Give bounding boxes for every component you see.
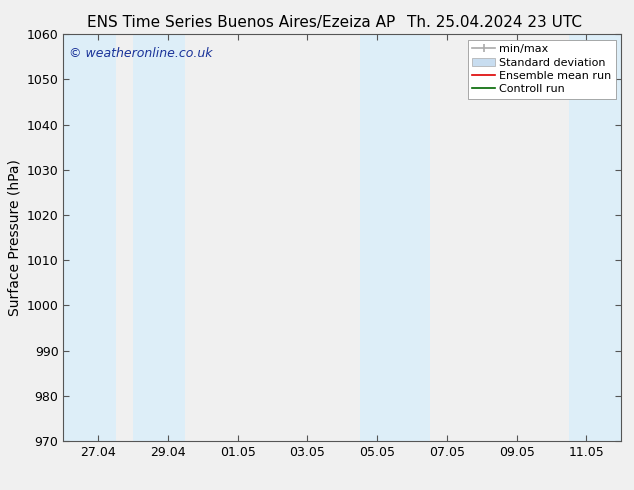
Bar (133, 34, 185, 441)
Bar (569, 34, 621, 441)
Text: © weatheronline.co.uk: © weatheronline.co.uk (69, 47, 212, 59)
Text: Th. 25.04.2024 23 UTC: Th. 25.04.2024 23 UTC (407, 15, 582, 30)
Bar (63, 34, 115, 441)
Legend: min/max, Standard deviation, Ensemble mean run, Controll run: min/max, Standard deviation, Ensemble me… (468, 40, 616, 99)
Text: ENS Time Series Buenos Aires/Ezeiza AP: ENS Time Series Buenos Aires/Ezeiza AP (87, 15, 395, 30)
Bar (359, 34, 429, 441)
Y-axis label: Surface Pressure (hPa): Surface Pressure (hPa) (7, 159, 21, 316)
